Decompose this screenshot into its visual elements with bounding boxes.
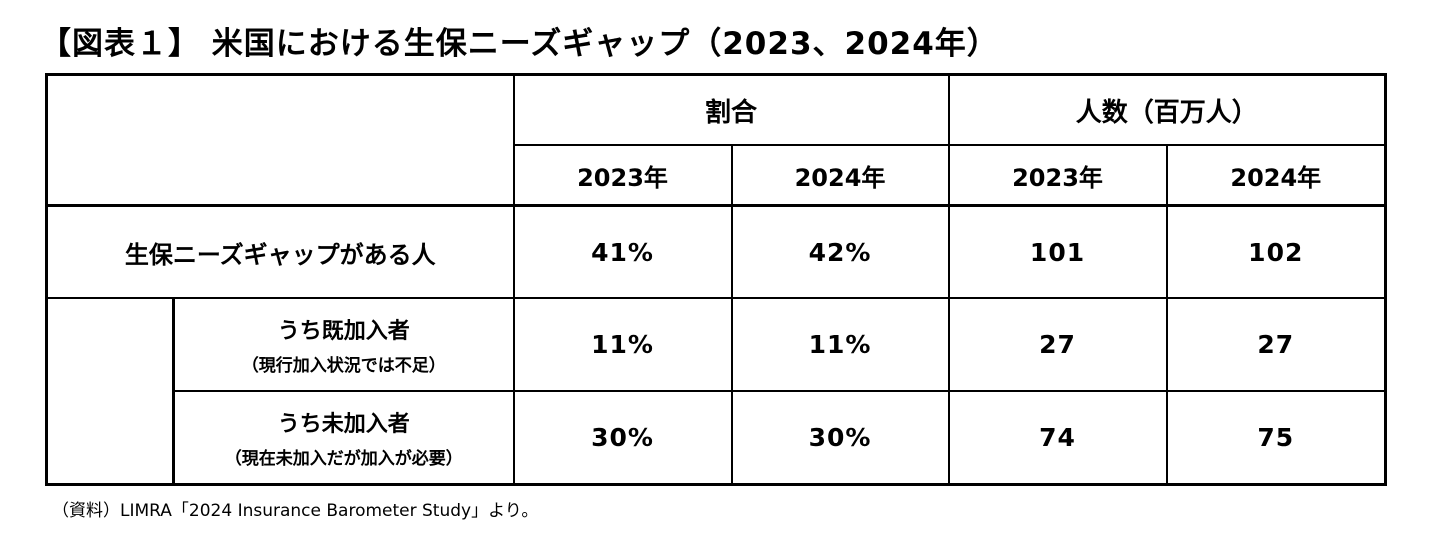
value-cell: 27 xyxy=(947,297,1168,392)
header-ratio: 割合 xyxy=(512,73,950,146)
value-cell: 102 xyxy=(1165,204,1387,299)
row-label-insured: うち既加入者 （現行加入状況では不足） xyxy=(172,297,515,392)
value-cell: 11% xyxy=(512,297,733,392)
value-cell: 30% xyxy=(512,390,733,486)
row-label-gap: 生保ニーズギャップがある人 xyxy=(45,204,515,299)
source-note: （資料）LIMRA「2024 Insurance Barometer Study… xyxy=(52,501,539,521)
header-row-groups: 割合 人数（百万人） xyxy=(45,73,1387,207)
value-cell: 42% xyxy=(730,204,950,299)
row-label-main: うち未加入者 xyxy=(277,412,410,437)
header-year-people-2024: 2024年 xyxy=(1165,144,1387,207)
table-row: うち既加入者 （現行加入状況では不足） 11% 11% 27 27 xyxy=(45,297,1387,486)
value-cell: 11% xyxy=(730,297,950,392)
indent-spacer xyxy=(45,298,175,486)
table-row: うち未加入者 （現在未加入だが加入が必要） 30% 30% 74 75 xyxy=(47,390,1387,486)
header-row-years: 2023年 2024年 2023年 2024年 xyxy=(47,144,1387,207)
header-year-people-2023: 2023年 xyxy=(947,144,1168,207)
row-label-note: （現在未加入だが加入が必要） xyxy=(224,449,463,469)
value-cell: 75 xyxy=(1165,390,1387,486)
value-cell: 101 xyxy=(947,204,1168,299)
value-cell: 30% xyxy=(730,390,950,486)
table-row: 生保ニーズギャップがある人 41% 42% 101 102 xyxy=(45,204,1387,299)
value-cell: 74 xyxy=(947,390,1168,486)
page-title: 【図表１】 米国における生保ニーズギャップ（2023、2024年） xyxy=(40,26,999,62)
row-label-note: （現行加入状況では不足） xyxy=(241,356,446,376)
value-cell: 41% xyxy=(512,204,733,299)
header-year-ratio-2024: 2024年 xyxy=(730,144,950,207)
needs-gap-table: 割合 人数（百万人） 2023年 2024年 2023年 2024年 生保ニーズ… xyxy=(45,73,1388,486)
header-year-ratio-2023: 2023年 xyxy=(512,144,733,207)
value-cell: 27 xyxy=(1165,297,1387,392)
row-label-main: うち既加入者 xyxy=(277,319,410,344)
header-people: 人数（百万人） xyxy=(947,73,1387,146)
row-label-uninsured: うち未加入者 （現在未加入だが加入が必要） xyxy=(172,390,515,486)
header-corner-cell xyxy=(45,73,515,207)
